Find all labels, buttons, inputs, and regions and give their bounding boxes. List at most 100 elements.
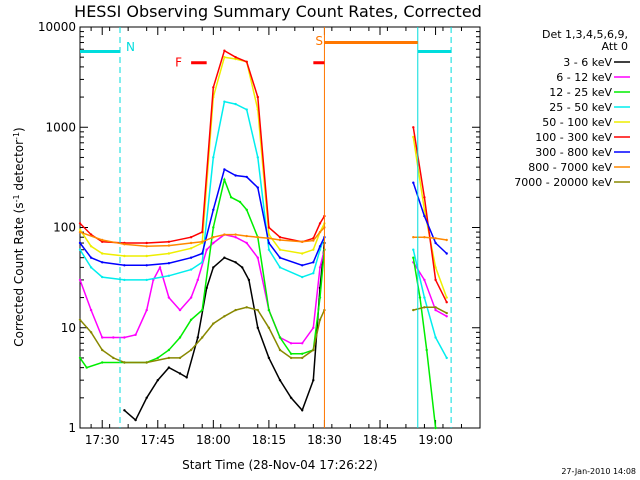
data-point <box>241 266 244 269</box>
data-point <box>167 252 171 255</box>
data-point <box>234 308 237 312</box>
data-point <box>423 278 426 282</box>
data-point <box>245 234 248 238</box>
data-point <box>223 233 226 236</box>
data-point <box>78 228 82 231</box>
data-point <box>301 240 304 243</box>
data-point <box>223 178 226 181</box>
chart-title: HESSI Observing Summary Count Rates, Cor… <box>74 2 482 21</box>
data-point <box>123 254 126 258</box>
data-point <box>123 278 126 282</box>
series-line <box>413 306 448 314</box>
x-tick-label: 17:45 <box>140 433 175 447</box>
data-point <box>434 308 437 312</box>
data-point <box>101 252 104 255</box>
data-point <box>212 226 215 229</box>
data-point <box>234 236 237 239</box>
data-point <box>278 248 282 251</box>
data-point <box>201 308 204 312</box>
data-point <box>167 296 171 299</box>
data-point <box>89 256 93 259</box>
data-point <box>423 208 426 211</box>
data-point <box>167 262 171 265</box>
data-point <box>445 315 448 318</box>
data-point <box>267 237 271 240</box>
data-point <box>223 168 226 171</box>
data-point <box>145 308 148 312</box>
data-point <box>145 254 148 258</box>
data-point <box>312 379 315 382</box>
legend-entry-label: 12 - 25 keV <box>549 86 612 99</box>
legend-entry-label: 3 - 6 keV <box>563 56 612 69</box>
data-point <box>245 306 248 309</box>
data-point <box>167 348 171 352</box>
data-point <box>278 266 282 269</box>
data-point <box>312 326 315 329</box>
data-point <box>318 245 322 248</box>
x-tick-label: 18:15 <box>252 433 287 447</box>
data-point <box>267 308 271 312</box>
data-point <box>101 348 104 352</box>
series-line <box>79 233 326 345</box>
data-point <box>318 318 322 321</box>
data-point <box>289 396 293 399</box>
data-point <box>312 239 315 242</box>
data-point <box>256 326 259 329</box>
data-point <box>289 356 293 360</box>
data-point <box>178 336 182 339</box>
series-layer <box>78 49 448 430</box>
data-point <box>434 278 437 282</box>
y-axis-label-sup1: -1 <box>12 194 21 202</box>
data-point <box>212 322 215 325</box>
data-point <box>78 278 82 282</box>
y-axis-label-sup2: -1 <box>12 132 21 140</box>
data-point <box>223 256 226 259</box>
data-point <box>201 230 204 234</box>
data-point <box>101 261 104 264</box>
data-point <box>167 244 171 247</box>
data-point <box>423 296 426 299</box>
data-point <box>312 348 315 352</box>
data-point <box>318 266 322 269</box>
data-point <box>145 264 148 267</box>
data-point <box>312 248 315 251</box>
data-point <box>247 278 251 282</box>
marker-layer: N F S <box>80 27 452 428</box>
data-point <box>412 248 415 251</box>
data-point <box>145 361 148 364</box>
series-line <box>412 257 437 429</box>
data-point <box>189 348 193 352</box>
data-point <box>167 366 171 369</box>
data-point <box>445 238 448 242</box>
data-point <box>256 236 259 239</box>
data-point <box>412 308 415 312</box>
y-tick-label: 10 <box>61 321 76 335</box>
data-point <box>178 308 182 312</box>
data-point <box>256 95 259 99</box>
data-point <box>267 248 271 251</box>
series-line <box>123 242 326 422</box>
data-point <box>212 266 215 269</box>
data-point <box>289 352 293 355</box>
series-line <box>79 177 326 369</box>
data-point <box>167 356 171 360</box>
axis-ticks: 17:30 17:45 18:00 18:15 18:30 18:45 19:00 1 10 10… <box>38 20 481 447</box>
data-point <box>201 240 204 243</box>
data-point <box>256 156 259 159</box>
legend: 3 - 6 keV 6 - 12 keV 12 - 25 keV 25 - 50 ke… <box>514 56 630 189</box>
data-point <box>78 222 82 225</box>
x-tick-label: 18:30 <box>307 433 342 447</box>
data-point <box>212 236 215 239</box>
data-point <box>78 241 82 245</box>
data-point <box>234 261 237 264</box>
data-point <box>267 326 271 329</box>
data-point <box>278 348 282 352</box>
data-point <box>234 102 237 106</box>
data-point <box>234 174 237 177</box>
data-point <box>85 366 88 369</box>
series-line <box>79 49 326 244</box>
series-line <box>412 127 448 303</box>
data-point <box>278 379 282 382</box>
data-point <box>189 268 193 271</box>
